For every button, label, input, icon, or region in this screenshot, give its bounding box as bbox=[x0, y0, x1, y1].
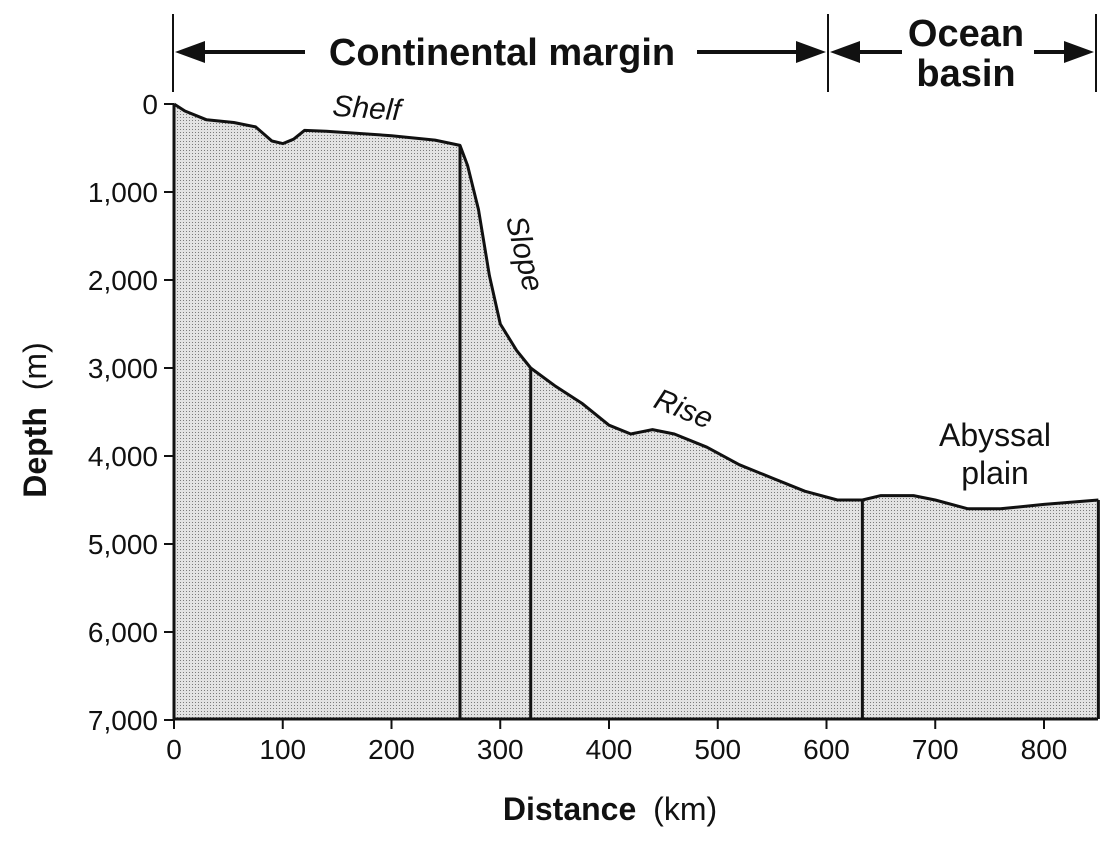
x-tick-label: 200 bbox=[368, 734, 415, 765]
x-tick-label: 800 bbox=[1021, 734, 1068, 765]
x-tick-label: 300 bbox=[477, 734, 524, 765]
y-axis-title-unit: (m) bbox=[17, 342, 53, 390]
margin-arrowhead-right bbox=[796, 41, 826, 63]
y-axis-title: Depth (m) bbox=[17, 342, 53, 498]
axes bbox=[172, 104, 1098, 721]
abyssal-plain-label-line2: plain bbox=[961, 455, 1029, 491]
y-tick-label: 6,000 bbox=[88, 617, 158, 648]
y-tick-label: 7,000 bbox=[88, 705, 158, 736]
rise-label: Rise bbox=[650, 383, 718, 436]
basin-arrowhead-left bbox=[830, 41, 860, 63]
ocean-basin-label-line1: Ocean bbox=[908, 13, 1024, 55]
ocean-basin-label-line2: basin bbox=[916, 53, 1015, 95]
y-tick-label: 1,000 bbox=[88, 177, 158, 208]
x-axis-title-bold: Distance bbox=[503, 791, 636, 827]
x-tick-label: 0 bbox=[166, 734, 182, 765]
banner: Continental margin Ocean basin bbox=[172, 13, 1097, 95]
slope-label: Slope bbox=[499, 212, 550, 294]
seafloor-surface-line bbox=[173, 102, 1099, 511]
x-tick-label: 700 bbox=[912, 734, 959, 765]
seafloor-fill bbox=[174, 104, 1099, 719]
y-tick-label: 0 bbox=[142, 89, 158, 120]
x-axis-title: Distance (km) bbox=[503, 791, 717, 827]
y-tick-label: 5,000 bbox=[88, 529, 158, 560]
shelf-label: Shelf bbox=[331, 90, 404, 128]
seafloor-profile bbox=[173, 102, 1100, 719]
x-tick-label: 100 bbox=[259, 734, 306, 765]
y-tick-label: 4,000 bbox=[88, 441, 158, 472]
x-tick-label: 500 bbox=[694, 734, 741, 765]
y-axis-title-bold: Depth bbox=[17, 407, 53, 498]
margin-arrowhead-left bbox=[175, 41, 205, 63]
x-tick-label: 600 bbox=[803, 734, 850, 765]
region-boundaries bbox=[458, 145, 864, 719]
abyssal-plain-label-line1: Abyssal bbox=[939, 417, 1051, 453]
continental-margin-label: Continental margin bbox=[329, 32, 675, 74]
x-tick-label: 400 bbox=[586, 734, 633, 765]
x-axis-title-unit: (km) bbox=[653, 791, 717, 827]
basin-arrowhead-right bbox=[1064, 41, 1094, 63]
y-tick-label: 3,000 bbox=[88, 353, 158, 384]
y-tick-label: 2,000 bbox=[88, 265, 158, 296]
x-axis-ticks: 0 100 200 300 400 500 600 700 800 bbox=[166, 719, 1067, 765]
y-axis-ticks: 0 1,000 2,000 3,000 4,000 5,000 6,000 7,000 bbox=[88, 89, 174, 736]
